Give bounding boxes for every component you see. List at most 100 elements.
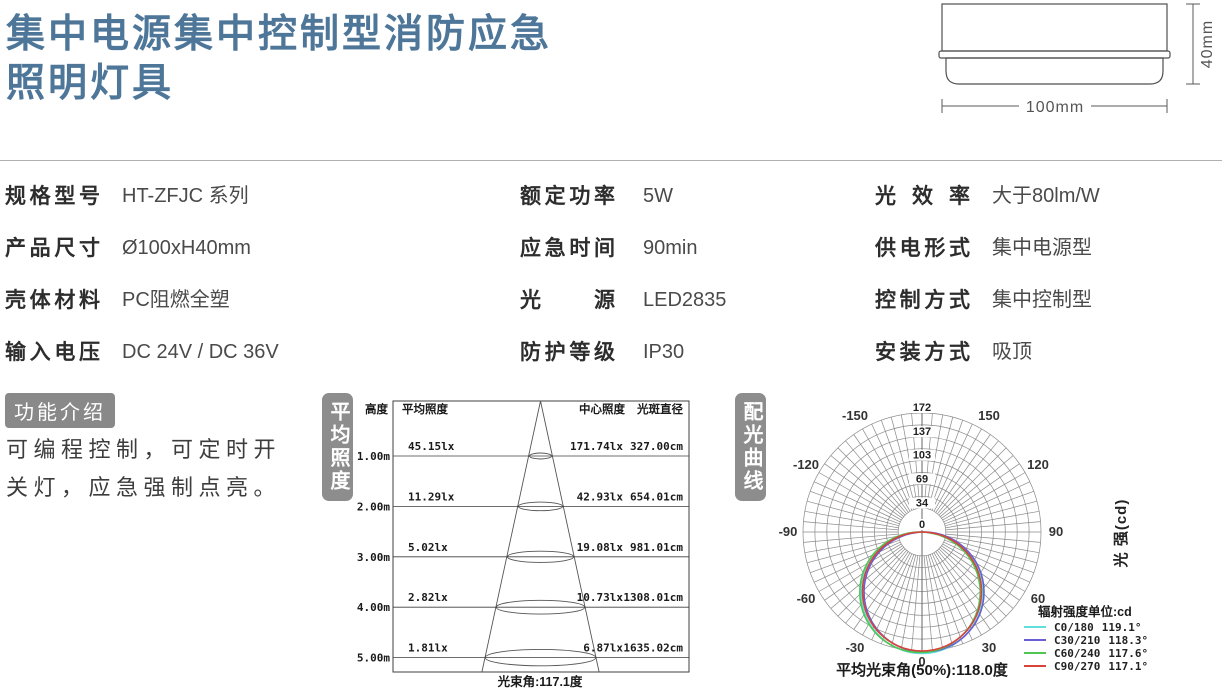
- legend-beam-angle: 117.1°: [1108, 659, 1149, 673]
- spec-label: 额定功率: [520, 185, 615, 208]
- spec-label: 输入电压: [5, 341, 100, 364]
- svg-text:34: 34: [916, 498, 929, 510]
- feature-badge: 功能介绍: [5, 393, 115, 428]
- dimension-lines: [941, 3, 1200, 113]
- svg-text:327.00cm: 327.00cm: [630, 440, 683, 453]
- svg-text:5.00m: 5.00m: [357, 652, 390, 665]
- svg-text:2.82lx: 2.82lx: [408, 591, 448, 604]
- title-line-2: 照明灯具: [6, 62, 175, 105]
- svg-text:45.15lx: 45.15lx: [408, 440, 455, 453]
- legend-item: C90/270 117.1°: [1024, 659, 1199, 673]
- svg-text:1.81lx: 1.81lx: [408, 642, 448, 655]
- spec-label: 供电形式: [875, 237, 970, 260]
- legend-series-name: C60/240: [1054, 646, 1101, 660]
- svg-text:-30: -30: [846, 640, 865, 655]
- svg-text:1308.01cm: 1308.01cm: [623, 591, 683, 604]
- legend-swatch: [1024, 639, 1046, 641]
- panel-label-average-illuminance: 平均照度: [322, 393, 353, 501]
- spec-value: 集中控制型: [992, 289, 1092, 311]
- spec-value: HT-ZFJC 系列: [122, 185, 249, 207]
- legend-swatch: [1024, 652, 1046, 654]
- spec-label: 防护等级: [520, 341, 615, 364]
- polar-labels: -150 -120 -90 -60 -30 0 30 60 90 120 150 0 34 69 103 13…: [779, 402, 1063, 669]
- svg-text:60: 60: [1031, 591, 1045, 606]
- drawing-height-dim: 40mm: [1199, 20, 1216, 68]
- svg-text:150: 150: [978, 408, 1000, 423]
- lamp-profile: [938, 3, 1171, 85]
- feature-line-2: 关灯，应急强制点亮。: [6, 475, 282, 500]
- spec-value: 集中电源型: [992, 237, 1092, 259]
- spec-label: 应急时间: [520, 237, 615, 260]
- svg-text:光斑直径: 光斑直径: [636, 402, 683, 416]
- svg-text:3.00m: 3.00m: [357, 551, 390, 564]
- page-title: 集中电源集中控制型消防应急 照明灯具: [6, 10, 552, 108]
- divider: [0, 160, 1222, 161]
- polar-axis-label: 光 强(cd): [1113, 498, 1130, 568]
- svg-text:171.74lx: 171.74lx: [570, 440, 623, 453]
- svg-text:0: 0: [919, 519, 925, 531]
- svg-text:平均照度: 平均照度: [402, 402, 448, 416]
- svg-text:120: 120: [1027, 457, 1049, 472]
- svg-text:高度: 高度: [365, 402, 388, 416]
- legend-series-name: C30/210: [1054, 633, 1101, 647]
- svg-text:30: 30: [982, 640, 996, 655]
- spec-value: PC阻燃全塑: [122, 289, 230, 311]
- spec-value: 5W: [643, 185, 673, 207]
- legend-series-name: C0/180: [1054, 620, 1094, 634]
- svg-text:42.93lx: 42.93lx: [577, 490, 624, 503]
- legend-swatch: [1024, 626, 1046, 628]
- spec-value: 90min: [643, 237, 698, 259]
- legend-beam-angle: 119.1°: [1101, 620, 1142, 634]
- svg-text:103: 103: [913, 450, 931, 462]
- spec-label: 光效率: [875, 185, 970, 208]
- spec-value: Ø100xH40mm: [122, 237, 251, 259]
- spec-value: 吸顶: [992, 341, 1032, 363]
- svg-text:90: 90: [1049, 524, 1063, 539]
- spec-label: 控制方式: [875, 289, 970, 312]
- product-dimension-drawing: 40mm 100mm: [938, 3, 1216, 116]
- spec-table: 规格型号 HT-ZFJC 系列产品尺寸 Ø100xH40mm 壳体材料 PC阻燃全塑输入…: [5, 185, 1100, 364]
- spec-value: 大于80lm/W: [992, 185, 1100, 207]
- legend-item: C30/210 118.3°: [1024, 633, 1199, 647]
- spec-value: DC 24V / DC 36V: [122, 341, 279, 363]
- svg-text:4.00m: 4.00m: [357, 601, 390, 614]
- polar-legend: 辐射强度单位:cd C0/180 119.1° C30/210 118.3° C60/2…: [1024, 601, 1199, 673]
- svg-text:172: 172: [913, 402, 931, 414]
- legend-beam-angle: 117.6°: [1108, 646, 1149, 660]
- legend-title: 辐射强度单位:cd: [1038, 605, 1132, 619]
- feature-line-1: 可编程控制，可定时开: [6, 437, 282, 462]
- title-line-1: 集中电源集中控制型消防应急: [6, 13, 553, 56]
- svg-text:11.29lx: 11.29lx: [408, 490, 455, 503]
- spec-label: 壳体材料: [5, 289, 100, 312]
- spec-label: 安装方式: [875, 341, 970, 364]
- svg-text:19.08lx: 19.08lx: [577, 541, 624, 554]
- svg-text:5.02lx: 5.02lx: [408, 541, 448, 554]
- svg-text:1635.02cm: 1635.02cm: [623, 642, 683, 655]
- legend-item: C60/240 117.6°: [1024, 646, 1199, 660]
- svg-text:137: 137: [913, 426, 931, 438]
- average-illuminance-chart: 高度 平均照度 中心照度 光斑直径 1.00m 45.15lx 171.74lx 327.00…: [357, 400, 690, 689]
- svg-text:2.00m: 2.00m: [357, 500, 390, 513]
- svg-text:1.00m: 1.00m: [357, 450, 390, 463]
- legend-item: C0/180 119.1°: [1024, 620, 1199, 634]
- svg-text:6.87lx: 6.87lx: [583, 642, 623, 655]
- svg-text:0: 0: [918, 654, 925, 669]
- svg-text:-120: -120: [793, 457, 819, 472]
- polar-footer: 平均光束角(50%):118.0度: [836, 662, 1008, 679]
- svg-text:中心照度: 中心照度: [579, 402, 625, 416]
- svg-text:-150: -150: [842, 408, 868, 423]
- svg-text:654.01cm: 654.01cm: [630, 490, 683, 503]
- spec-label: 规格型号: [5, 185, 100, 208]
- spec-value: IP30: [643, 341, 685, 363]
- panel-label-light-distribution: 配光曲线: [735, 393, 766, 501]
- legend-beam-angle: 118.3°: [1108, 633, 1149, 647]
- spec-label: 光源: [520, 289, 615, 312]
- legend-swatch: [1024, 665, 1046, 667]
- drawing-width-dim: 100mm: [1026, 99, 1084, 116]
- svg-text:-90: -90: [779, 524, 798, 539]
- spec-label: 产品尺寸: [5, 237, 100, 260]
- svg-text:69: 69: [916, 473, 928, 485]
- svg-text:981.01cm: 981.01cm: [630, 541, 683, 554]
- legend-series-name: C90/270: [1054, 659, 1101, 673]
